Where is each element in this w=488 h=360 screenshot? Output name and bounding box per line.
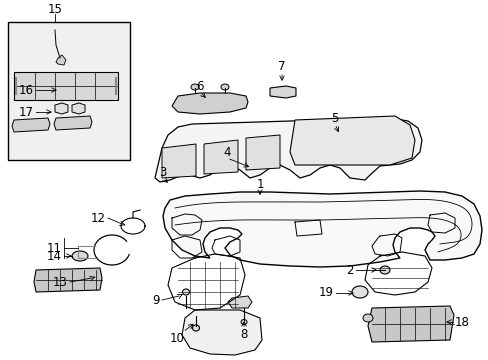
Polygon shape xyxy=(162,144,196,178)
Bar xyxy=(8,22,130,160)
Ellipse shape xyxy=(191,84,199,90)
Text: 19: 19 xyxy=(318,287,333,300)
Polygon shape xyxy=(54,116,92,130)
Ellipse shape xyxy=(72,251,88,261)
Ellipse shape xyxy=(221,84,228,90)
Ellipse shape xyxy=(379,266,389,274)
Ellipse shape xyxy=(182,289,189,295)
Text: 16: 16 xyxy=(19,84,34,96)
Polygon shape xyxy=(289,116,414,165)
Text: 13: 13 xyxy=(53,275,68,288)
Text: 6: 6 xyxy=(196,80,203,93)
Polygon shape xyxy=(163,191,481,267)
Polygon shape xyxy=(34,268,102,292)
Polygon shape xyxy=(172,93,247,114)
Polygon shape xyxy=(155,118,421,182)
Text: 3: 3 xyxy=(159,166,166,179)
Text: 7: 7 xyxy=(278,59,285,72)
Polygon shape xyxy=(182,310,262,355)
Polygon shape xyxy=(14,72,118,100)
Text: 17: 17 xyxy=(19,105,34,118)
Ellipse shape xyxy=(362,314,372,322)
Text: 12: 12 xyxy=(91,212,106,225)
Text: 18: 18 xyxy=(454,315,469,328)
Text: 14: 14 xyxy=(47,249,62,262)
Text: 5: 5 xyxy=(331,112,338,125)
Text: 9: 9 xyxy=(152,293,160,306)
Ellipse shape xyxy=(241,320,246,324)
Polygon shape xyxy=(245,135,280,170)
Polygon shape xyxy=(12,118,50,132)
Polygon shape xyxy=(72,103,85,114)
Text: 8: 8 xyxy=(240,328,247,342)
Text: 11: 11 xyxy=(47,242,62,255)
Polygon shape xyxy=(367,306,453,342)
Text: 10: 10 xyxy=(169,332,184,345)
Text: 2: 2 xyxy=(346,264,353,276)
Polygon shape xyxy=(55,103,68,114)
Polygon shape xyxy=(269,86,295,98)
Ellipse shape xyxy=(192,325,199,331)
Ellipse shape xyxy=(351,286,367,298)
Text: 4: 4 xyxy=(223,145,230,158)
Text: 1: 1 xyxy=(256,177,263,190)
Polygon shape xyxy=(203,140,238,174)
Polygon shape xyxy=(56,55,66,65)
Text: 15: 15 xyxy=(47,3,62,15)
Polygon shape xyxy=(227,296,251,308)
